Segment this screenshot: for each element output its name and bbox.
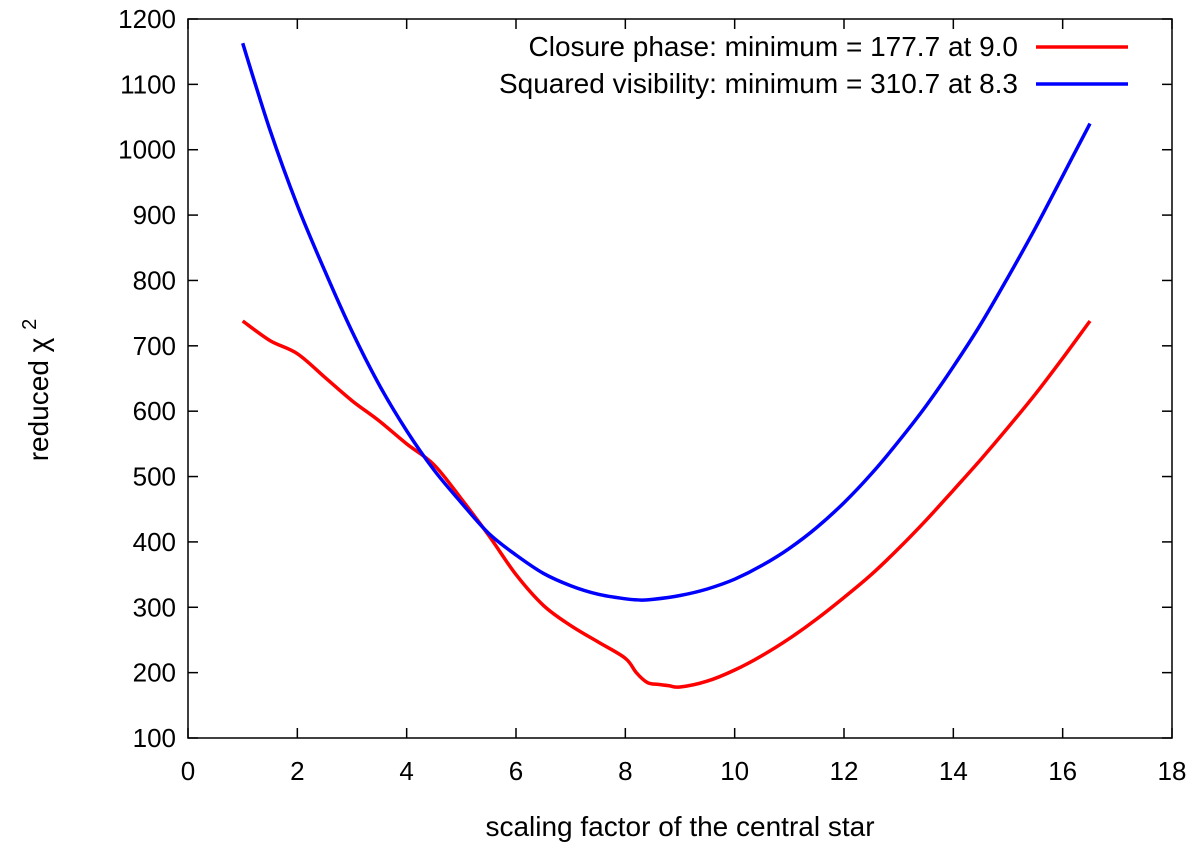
- x-tick-label: 4: [399, 756, 413, 786]
- x-tick-label: 16: [1048, 756, 1077, 786]
- series-line-closure-phase: [241, 319, 1092, 689]
- series-line-squared-visibility: [241, 42, 1092, 602]
- y-tick-label: 700: [133, 331, 176, 361]
- y-axis-label-superscript: 2: [19, 319, 41, 330]
- legend: Closure phase: minimum = 177.7 at 9.0 Squ…: [499, 31, 1128, 99]
- y-tick-label: 400: [133, 527, 176, 557]
- x-tick-label: 8: [618, 756, 632, 786]
- legend-label: Squared visibility: minimum = 310.7 at 8…: [499, 68, 1018, 99]
- axis-ticks: [187, 18, 1173, 739]
- x-tick-label: 0: [181, 756, 195, 786]
- y-axis-label: reduced χ 2: [19, 319, 54, 462]
- x-tick-label: 12: [830, 756, 859, 786]
- x-tick-label: 2: [290, 756, 304, 786]
- x-tick-label: 14: [939, 756, 968, 786]
- y-tick-label: 300: [133, 592, 176, 622]
- y-tick-label: 200: [133, 658, 176, 688]
- plot-frame: [187, 18, 1173, 739]
- y-axis-label-text: reduced χ: [23, 337, 54, 461]
- y-tick-label: 900: [133, 200, 176, 230]
- y-tick-label: 500: [133, 462, 176, 492]
- x-axis-label: scaling factor of the central star: [485, 811, 874, 842]
- y-tick-label: 1200: [118, 4, 176, 34]
- plot-lines: [241, 42, 1092, 689]
- x-tick-label: 6: [509, 756, 523, 786]
- x-tick-label: 18: [1158, 756, 1187, 786]
- x-tick-label: 10: [720, 756, 749, 786]
- y-tick-label: 800: [133, 265, 176, 295]
- y-tick-label: 600: [133, 396, 176, 426]
- y-tick-label: 1000: [118, 135, 176, 165]
- y-tick-label: 100: [133, 723, 176, 753]
- axis-tick-labels: 0 2 4 6 8 10 12 14 16 18 100 200 300 400 500 600 700 800 9…: [118, 4, 1186, 786]
- legend-label: Closure phase: minimum = 177.7 at 9.0: [529, 31, 1018, 62]
- y-tick-label: 1100: [120, 69, 176, 99]
